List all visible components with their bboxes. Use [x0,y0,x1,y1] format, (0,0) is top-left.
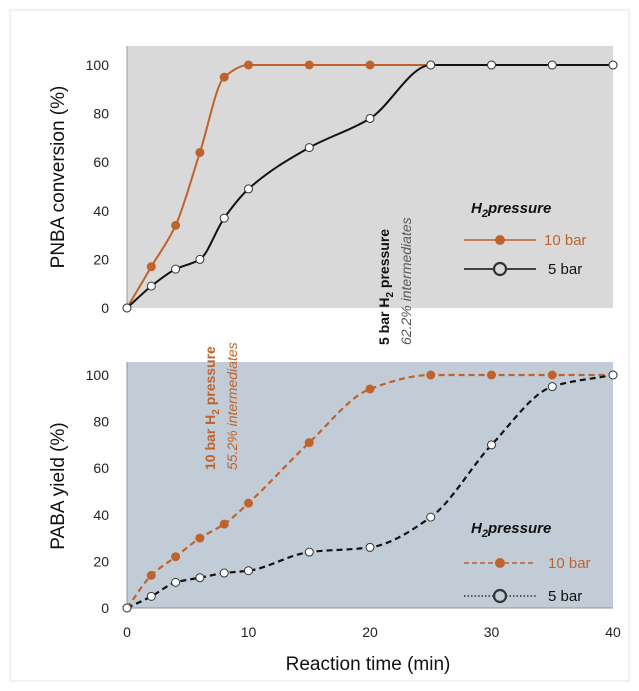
paba-yield-chart: 0 20 40 60 80 100 0 10 20 30 40 PABA yield (%) H2… [48,342,621,640]
bottom-plot-background [127,362,613,608]
annotation-10bar-intermediates: 55.2% intermediates [224,342,240,470]
top-y-tick-label: 0 [101,300,109,316]
bottom-data-point-5bar [608,370,618,380]
bottom-data-point-5bar [122,603,132,613]
annotation-5bar-intermediates: 62.2% intermediates [398,217,414,345]
bottom-data-point-5bar [426,512,436,522]
bottom-data-point-10bar [171,552,181,562]
top-data-point-5bar [365,113,375,123]
bottom-data-point-5bar [219,568,229,578]
pnba-conversion-chart: 0 20 40 60 80 100 PNBA conversion (%) H2press… [48,46,618,345]
top-y-tick-labels: 0 20 40 60 80 100 [86,57,110,316]
top-data-point-5bar [146,281,156,291]
bottom-legend-5bar-label: 5 bar [548,588,582,605]
bottom-data-point-10bar [219,519,229,529]
bottom-data-point-5bar [195,573,205,583]
top-legend-10bar-marker [495,235,505,245]
bottom-data-point-10bar [146,570,156,580]
top-data-point-10bar [365,60,375,70]
annotation-10bar-title: 10 bar H2 pressure [202,346,222,470]
bottom-y-tick-label: 20 [93,553,109,569]
bottom-legend-10bar-label: 10 bar [548,555,591,572]
bottom-y-tick-label: 60 [93,460,109,476]
figure-border [9,9,630,682]
bottom-data-point-5bar [146,591,156,601]
top-data-point-5bar [195,254,205,264]
x-tick-label: 30 [484,624,500,640]
top-data-point-5bar [547,60,557,70]
top-data-point-10bar [219,72,229,82]
bottom-data-point-5bar [487,440,496,450]
top-y-tick-label: 80 [93,106,109,122]
bottom-data-point-10bar [426,370,436,380]
bottom-y-tick-labels: 0 20 40 60 80 100 [86,367,110,616]
top-data-point-5bar [487,60,496,70]
top-data-point-10bar [195,147,205,157]
top-data-point-5bar [426,60,436,70]
bottom-legend-10bar-marker [495,558,505,568]
top-series-markers [122,60,618,313]
x-tick-label: 40 [605,624,621,640]
bottom-data-point-5bar [244,566,253,576]
bottom-data-point-10bar [365,384,375,394]
bottom-data-point-5bar [365,542,375,552]
top-legend-5bar-marker [492,261,508,277]
top-data-point-5bar [122,303,132,313]
top-legend-10bar-label: 10 bar [544,232,587,249]
annotation-5bar-title: 5 bar H2 pressure [376,229,396,345]
x-tick-label: 10 [241,624,257,640]
top-y-tick-label: 40 [93,203,109,219]
top-data-point-5bar [608,60,618,70]
x-tick-labels: 0 10 20 30 40 [123,624,621,640]
top-y-tick-label: 20 [93,251,109,267]
bottom-data-point-10bar [304,438,314,448]
top-data-point-10bar [171,220,181,230]
bottom-annotation-10bar: 10 bar H2 pressure 55.2% intermediates [202,342,240,470]
top-y-tick-label: 100 [86,57,110,73]
bottom-legend-title: H2pressure [471,520,551,540]
bottom-data-point-5bar [547,382,557,392]
top-legend-title: H2pressure [471,200,551,220]
top-data-point-5bar [304,143,314,153]
bottom-series-markers [122,370,618,613]
x-axis-label: Reaction time (min) [286,654,451,675]
top-annotation-5bar: 5 bar H2 pressure 62.2% intermediates [376,217,414,345]
bottom-data-point-5bar [171,577,181,587]
bottom-data-point-10bar [244,498,253,508]
bottom-legend-5bar-marker [492,588,508,604]
bottom-y-tick-label: 40 [93,507,109,523]
top-data-point-5bar [171,264,181,274]
bottom-y-tick-label: 0 [101,600,109,616]
top-y-axis-label: PNBA conversion (%) [48,86,69,269]
bottom-legend: H2pressure 10 bar 5 bar [464,520,591,605]
top-legend: H2pressure 10 bar 5 bar [464,200,587,278]
bottom-data-point-10bar [195,533,205,543]
top-data-point-10bar [304,60,314,70]
bottom-y-tick-label: 80 [93,414,109,430]
top-data-point-5bar [244,184,253,194]
x-tick-label: 20 [362,624,378,640]
x-tick-label: 0 [123,624,131,640]
top-y-tick-label: 60 [93,154,109,170]
top-legend-5bar-label: 5 bar [548,261,582,278]
bottom-y-tick-label: 100 [86,367,110,383]
bottom-data-point-5bar [304,547,314,557]
top-data-point-5bar [219,213,229,223]
top-data-point-10bar [146,262,156,272]
top-plot-background [127,46,613,308]
bottom-y-axis-label: PABA yield (%) [48,422,69,549]
bottom-data-point-10bar [547,370,557,380]
top-data-point-10bar [244,60,253,70]
bottom-data-point-10bar [487,370,496,380]
